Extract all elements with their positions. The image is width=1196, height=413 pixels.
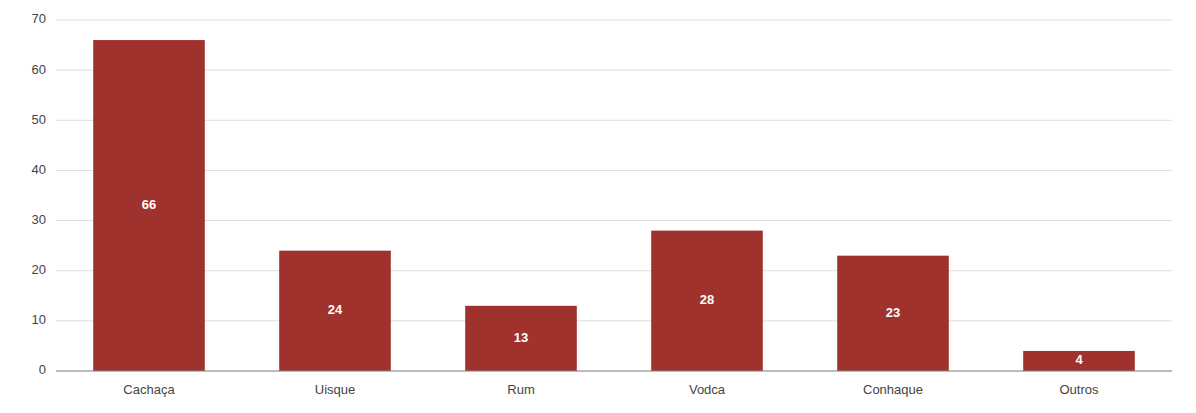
chart-container: 0 10 20 30 40 50 60 70 66 24 13 28 23 4 Cachaça Uisque R… (0, 0, 1196, 413)
grid-line (56, 70, 1172, 71)
bars (93, 40, 1135, 371)
x-axis-line (56, 371, 1172, 372)
x-tick-label: Vodca (689, 382, 726, 397)
bar (1023, 351, 1135, 371)
data-label: 66 (142, 197, 156, 212)
grid-line (56, 320, 1172, 321)
grid-line (56, 371, 1172, 372)
y-tick-label: 0 (39, 362, 46, 377)
data-label: 13 (514, 330, 528, 345)
grid-line (56, 270, 1172, 271)
y-axis: 0 10 20 30 40 50 60 70 (32, 11, 46, 377)
y-tick-label: 20 (32, 262, 46, 277)
bar (279, 251, 391, 371)
bar (837, 256, 949, 371)
data-label: 24 (328, 302, 343, 317)
data-labels: 66 24 13 28 23 4 (142, 197, 1084, 367)
x-tick-label: Cachaça (123, 382, 175, 397)
data-label: 28 (700, 292, 714, 307)
x-tick-label: Outros (1059, 382, 1099, 397)
chart-svg: 0 10 20 30 40 50 60 70 66 24 13 28 23 4 Cachaça Uisque R… (0, 0, 1196, 413)
data-label: 23 (886, 305, 900, 320)
y-tick-label: 70 (32, 11, 46, 26)
x-tick-label: Rum (507, 382, 534, 397)
bar (651, 231, 763, 371)
data-label: 4 (1075, 352, 1083, 367)
grid-line (56, 120, 1172, 121)
y-tick-label: 40 (32, 162, 46, 177)
x-axis: Cachaça Uisque Rum Vodca Conhaque Outros (56, 371, 1172, 397)
grid-line (56, 20, 1172, 21)
grid-line (56, 170, 1172, 171)
y-tick-label: 10 (32, 312, 46, 327)
grid (56, 20, 1172, 371)
x-tick-label: Uisque (315, 382, 355, 397)
bar (93, 40, 205, 371)
x-tick-label: Conhaque (863, 382, 923, 397)
grid-line (56, 220, 1172, 221)
bar (465, 306, 577, 371)
y-tick-label: 60 (32, 62, 46, 77)
y-tick-label: 30 (32, 212, 46, 227)
y-tick-label: 50 (32, 112, 46, 127)
